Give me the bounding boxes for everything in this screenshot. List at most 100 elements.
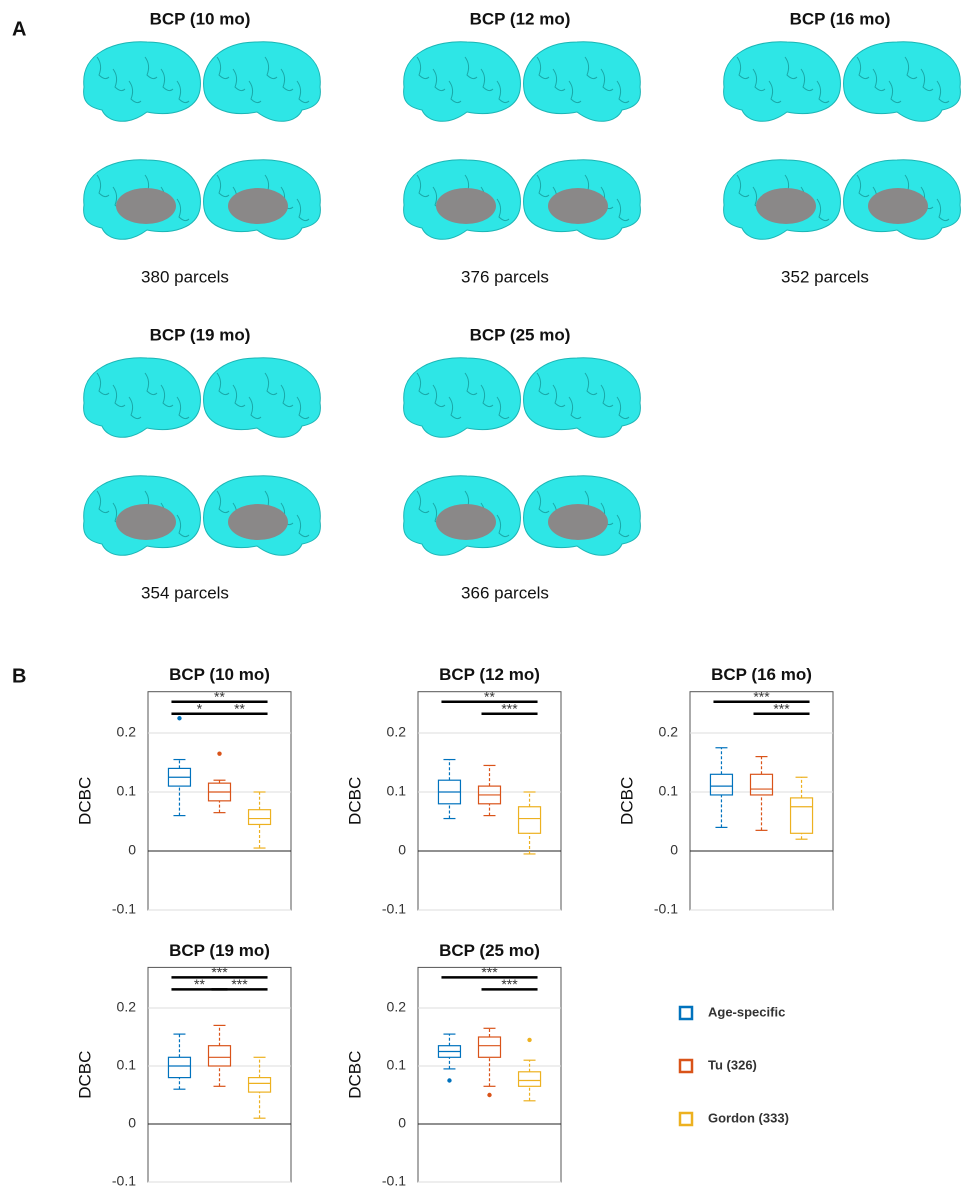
y-tick-label: 0.2 <box>117 724 137 740</box>
brain-views <box>404 42 641 240</box>
chart-title: BCP (16 mo) <box>711 665 812 684</box>
y-tick-label: 0.1 <box>387 1057 407 1073</box>
medial-wall <box>548 504 608 540</box>
outlier <box>447 1078 451 1082</box>
chart-title: BCP (19 mo) <box>169 941 270 960</box>
medial-wall <box>868 188 928 224</box>
outlier <box>487 1093 491 1097</box>
parcel-count: 354 parcels <box>141 583 229 602</box>
legend-swatch <box>680 1113 692 1125</box>
y-tick-label: 0 <box>128 842 136 858</box>
brain-hemisphere <box>404 42 521 122</box>
brain-hemisphere <box>524 358 641 438</box>
y-axis-label: DCBC <box>345 1051 364 1099</box>
y-axis-label: DCBC <box>345 777 364 825</box>
brain-hemisphere <box>404 358 521 438</box>
box <box>209 1046 231 1066</box>
significance-label: *** <box>773 700 790 716</box>
y-tick-label: -0.1 <box>654 901 678 917</box>
medial-wall <box>436 504 496 540</box>
brain-hemisphere <box>844 42 961 122</box>
parcel-count: 366 parcels <box>461 583 549 602</box>
legend-label: Tu (326) <box>708 1057 757 1072</box>
atlas-title: BCP (10 mo) <box>150 9 251 28</box>
plot-area <box>690 692 833 910</box>
box <box>519 1072 541 1087</box>
box <box>791 798 813 833</box>
atlas-title: BCP (25 mo) <box>470 325 571 344</box>
atlas-title: BCP (16 mo) <box>790 9 891 28</box>
box <box>168 1057 190 1077</box>
box <box>479 1037 501 1057</box>
legend-label: Age-specific <box>708 1004 785 1019</box>
y-tick-label: 0.2 <box>387 724 407 740</box>
y-tick-label: 0.1 <box>659 783 679 799</box>
y-tick-label: -0.1 <box>112 1173 136 1189</box>
medial-wall <box>548 188 608 224</box>
chart-title: BCP (12 mo) <box>439 665 540 684</box>
outlier <box>177 716 181 720</box>
y-tick-label: 0 <box>670 842 678 858</box>
chart-title: BCP (25 mo) <box>439 941 540 960</box>
brain-hemisphere <box>204 42 321 122</box>
brain-hemisphere <box>84 42 201 122</box>
y-tick-label: 0 <box>398 1115 406 1131</box>
significance-label: *** <box>481 964 498 980</box>
medial-wall <box>228 504 288 540</box>
y-tick-label: 0 <box>398 842 406 858</box>
figure: A B BCP (10 mo) 380 parcels BCP (12 mo) 376… <box>0 0 975 1189</box>
atlas-title: BCP (19 mo) <box>150 325 251 344</box>
outlier <box>527 1038 531 1042</box>
y-tick-label: -0.1 <box>382 901 406 917</box>
significance-label: *** <box>501 700 518 716</box>
y-tick-label: 0.1 <box>117 783 137 799</box>
y-tick-label: -0.1 <box>112 901 136 917</box>
brain-views <box>84 358 321 556</box>
brain-views <box>724 42 961 240</box>
medial-wall <box>228 188 288 224</box>
y-tick-label: 0.2 <box>659 724 679 740</box>
legend-swatch <box>680 1060 692 1072</box>
medial-wall <box>116 504 176 540</box>
significance-label: ** <box>214 688 225 704</box>
brain-hemisphere <box>724 42 841 122</box>
brain-views <box>404 358 641 556</box>
y-axis-label: DCBC <box>75 777 94 825</box>
parcel-count: 352 parcels <box>781 267 869 286</box>
chart-title: BCP (10 mo) <box>169 665 270 684</box>
y-tick-label: 0 <box>128 1115 136 1131</box>
box <box>519 807 541 834</box>
significance-label: ** <box>194 976 205 992</box>
box <box>249 810 271 825</box>
significance-label: *** <box>501 976 518 992</box>
legend-swatch <box>680 1007 692 1019</box>
brain-hemisphere <box>204 358 321 438</box>
y-axis-label: DCBC <box>75 1051 94 1099</box>
brain-hemisphere <box>524 42 641 122</box>
plot-area <box>418 692 561 910</box>
brain-hemisphere <box>84 358 201 438</box>
significance-label: ** <box>484 688 495 704</box>
y-tick-label: 0.1 <box>117 1057 137 1073</box>
atlas-title: BCP (12 mo) <box>470 9 571 28</box>
y-tick-label: 0.1 <box>387 783 407 799</box>
panel-label: B <box>12 665 26 687</box>
box <box>249 1078 271 1093</box>
panel-label: A <box>12 18 26 40</box>
y-axis-label: DCBC <box>617 777 636 825</box>
parcel-count: 380 parcels <box>141 267 229 286</box>
medial-wall <box>756 188 816 224</box>
significance-label: *** <box>211 964 228 980</box>
y-tick-label: 0.2 <box>117 999 137 1015</box>
medial-wall <box>116 188 176 224</box>
legend-label: Gordon (333) <box>708 1110 789 1125</box>
y-tick-label: 0.2 <box>387 999 407 1015</box>
medial-wall <box>436 188 496 224</box>
significance-label: *** <box>753 688 770 704</box>
parcel-count: 376 parcels <box>461 267 549 286</box>
significance-label: ** <box>234 700 245 716</box>
outlier <box>217 751 221 755</box>
brain-views <box>84 42 321 240</box>
y-tick-label: -0.1 <box>382 1173 406 1189</box>
significance-label: *** <box>231 976 248 992</box>
